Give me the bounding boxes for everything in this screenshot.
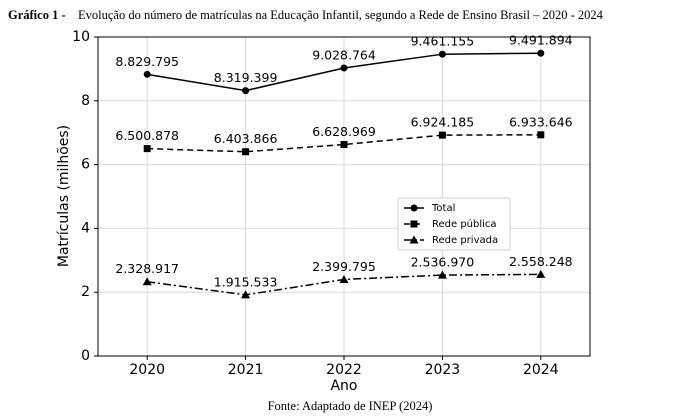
y-tick-label: 4 <box>81 220 90 236</box>
source: Fonte: Adaptado de INEP (2024) <box>268 399 433 413</box>
value-label: 6.924.185 <box>411 115 475 130</box>
legend-marker <box>410 220 418 228</box>
marker <box>242 87 250 95</box>
y-tick-label: 2 <box>81 284 90 300</box>
value-label: 2.536.970 <box>411 255 475 270</box>
y-tick-label: 10 <box>72 29 90 45</box>
y-tick-label: 8 <box>81 93 90 109</box>
marker <box>241 290 251 299</box>
value-label: 6.628.969 <box>312 124 376 139</box>
value-label: 6.500.878 <box>115 128 179 143</box>
marker <box>340 64 348 72</box>
legend: Total Rede pública Rede privada <box>397 197 511 251</box>
value-label: 9.491.894 <box>509 33 573 48</box>
value-label: 8.319.399 <box>214 70 278 85</box>
legend-box <box>397 197 511 251</box>
x-tick-label: 2020 <box>129 362 165 378</box>
y-tick-label: 0 <box>81 348 90 364</box>
legend-label: Rede privada <box>432 235 498 246</box>
x-tick-label: 2023 <box>425 362 461 378</box>
x-tick-label: 2022 <box>326 362 362 378</box>
plot-frame <box>97 36 591 357</box>
value-label: 2.328.917 <box>115 261 179 276</box>
value-label: 2.399.795 <box>312 259 376 274</box>
marker <box>536 269 546 278</box>
marker <box>143 70 151 78</box>
marker <box>438 50 446 58</box>
x-tick-label: 2021 <box>228 362 264 378</box>
series-line <box>147 134 541 153</box>
value-label: 6.403.866 <box>214 131 278 146</box>
marker <box>242 148 250 156</box>
value-label: 9.461.155 <box>411 34 475 49</box>
y-axis-label: Matrículas (milhões) <box>56 125 72 267</box>
marker <box>143 145 151 153</box>
marker <box>437 270 447 279</box>
marker <box>339 274 349 283</box>
x-tick-label: 2024 <box>523 362 559 378</box>
marker <box>537 49 545 57</box>
chart-title: Evolução do número de matrículas na Educ… <box>78 8 604 22</box>
value-label: 6.933.646 <box>509 114 573 129</box>
value-label: 1.915.533 <box>214 274 278 289</box>
chart-title-label: Gráfico 1 - <box>8 8 66 22</box>
y-tick-label: 6 <box>81 157 90 173</box>
marker <box>537 131 545 139</box>
marker <box>142 277 152 286</box>
legend-marker <box>410 204 418 212</box>
marker <box>340 141 348 149</box>
x-axis-label: Ano <box>330 378 357 394</box>
marker <box>438 131 446 139</box>
legend-marker <box>409 235 419 244</box>
legend-label: Rede pública <box>432 218 497 230</box>
value-label: 2.558.248 <box>509 254 573 269</box>
value-label: 9.028.764 <box>312 47 376 62</box>
value-label: 8.829.795 <box>115 54 179 69</box>
legend-label: Total <box>431 203 455 214</box>
